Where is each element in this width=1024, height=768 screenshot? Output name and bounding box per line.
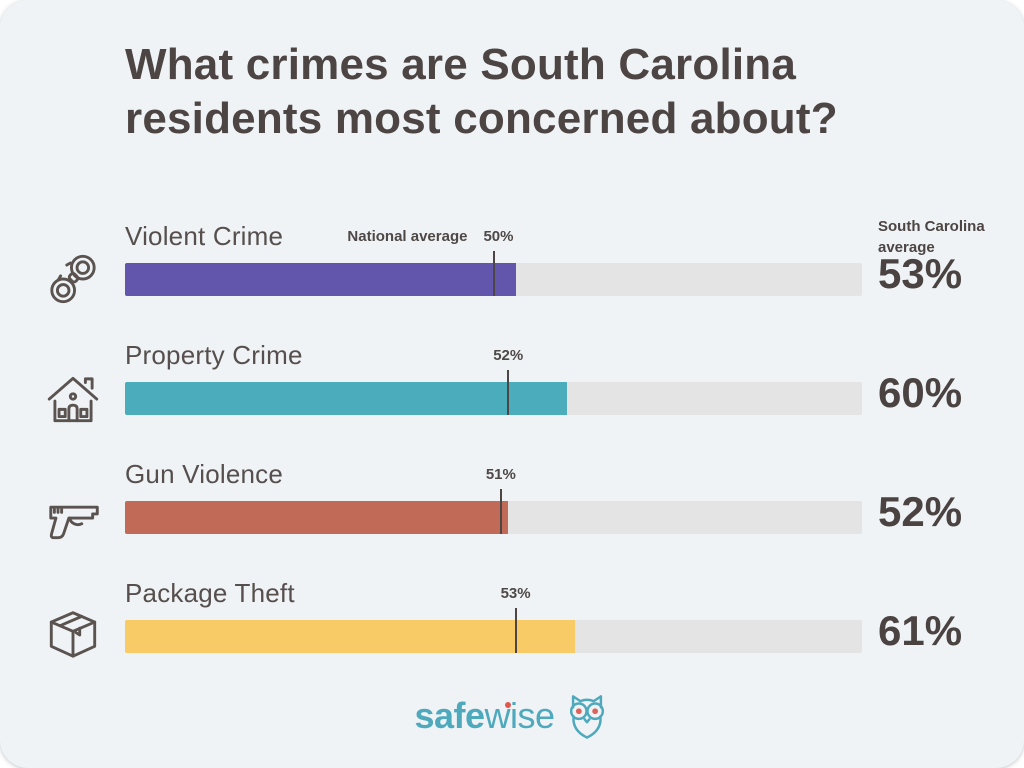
- bar-area: 51%: [125, 466, 862, 534]
- national-average-annotation: 53%: [501, 585, 531, 602]
- footer-logo: safewise: [0, 688, 1024, 744]
- national-average-value: 50%: [483, 228, 514, 245]
- sc-average-value: 60%: [878, 369, 963, 416]
- chart-row: Violent Crime National average 50% 53%: [40, 215, 1024, 334]
- national-average-tick: [507, 370, 510, 415]
- chart-row: Property Crime 52% 60%: [40, 334, 1024, 453]
- national-average-tick: [499, 489, 502, 534]
- owl-icon: [569, 695, 604, 739]
- bar-area: 53%: [125, 585, 862, 653]
- bar-track: [125, 382, 862, 415]
- bar-fill: [125, 620, 575, 653]
- sc-average-value: 53%: [878, 250, 963, 297]
- category-label: Package Theft: [125, 578, 295, 608]
- sc-average-value: 61%: [878, 607, 963, 654]
- bar-fill: [125, 382, 568, 415]
- national-average-annotation: National average 50%: [347, 228, 513, 245]
- pistol-icon: [42, 485, 104, 549]
- chart-row: Gun Violence 51% 52%: [40, 453, 1024, 572]
- category-label: Property Crime: [125, 340, 303, 370]
- chart-rows: Violent Crime National average 50% 53% P…: [40, 215, 1024, 691]
- bar-track: [125, 620, 862, 653]
- category-label: Violent Crime: [125, 221, 284, 251]
- brand-i-dot: [505, 702, 512, 708]
- handcuffs-icon: [42, 247, 104, 311]
- bar-area: 52%: [125, 347, 862, 415]
- national-average-label: National average: [347, 228, 468, 245]
- bar-fill: [125, 501, 509, 534]
- brand-text: safewise: [414, 695, 556, 737]
- chart-row: Package Theft 53% 61%: [40, 572, 1024, 691]
- national-average-value: 51%: [485, 466, 516, 483]
- national-average-tick: [492, 251, 495, 296]
- national-average-annotation: 52%: [493, 347, 523, 364]
- brand-text-bold: safe: [414, 695, 485, 736]
- bar-track: [125, 501, 862, 534]
- south-carolina-average-header: South Carolina average: [878, 218, 985, 256]
- house-icon: [42, 366, 104, 430]
- page-title: What crimes are South Carolina residents…: [125, 40, 838, 144]
- bar-area: National average 50%: [125, 228, 862, 296]
- national-average-value: 52%: [493, 347, 524, 364]
- national-average-tick: [514, 608, 517, 653]
- brand-text-light: wise: [484, 695, 556, 736]
- bar-fill: [125, 263, 516, 296]
- sc-average-value: 52%: [878, 488, 963, 535]
- national-average-annotation: 51%: [486, 466, 516, 483]
- category-label: Gun Violence: [125, 459, 284, 489]
- package-icon: [42, 604, 104, 668]
- national-average-value: 53%: [500, 585, 531, 602]
